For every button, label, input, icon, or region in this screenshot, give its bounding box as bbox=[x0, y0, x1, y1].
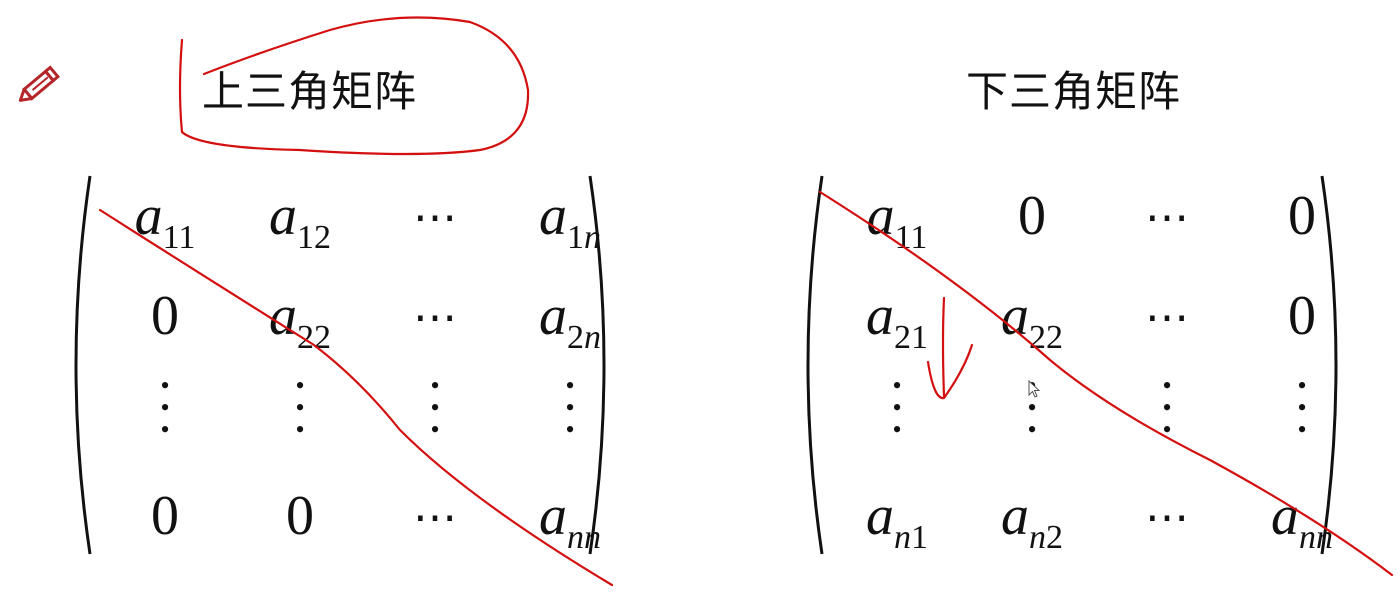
matrix-entry: 0 bbox=[967, 188, 1097, 244]
matrix-entry: a11 bbox=[100, 188, 230, 255]
matrix-entry: ann bbox=[505, 488, 635, 555]
vdots-symbol: ••• bbox=[505, 375, 635, 448]
cdots-symbol: ⋯ bbox=[1102, 488, 1232, 540]
matrix-entry: a22 bbox=[967, 288, 1097, 355]
matrix-entry: ann bbox=[1237, 488, 1367, 555]
matrix-entry: a22 bbox=[235, 288, 365, 355]
mouse-cursor-icon bbox=[1028, 380, 1042, 400]
cdots-symbol: ⋯ bbox=[370, 188, 500, 240]
vdots-symbol: ••• bbox=[100, 375, 230, 448]
matrix-entry: a12 bbox=[235, 188, 365, 255]
lower-triangular-title: 下三角矩阵 bbox=[966, 58, 1181, 119]
cdots-symbol: ⋯ bbox=[370, 488, 500, 540]
cdots-symbol: ⋯ bbox=[370, 288, 500, 340]
matrix-entry: an2 bbox=[967, 488, 1097, 555]
vdots-symbol: ••• bbox=[832, 375, 962, 448]
left-parenthesis bbox=[60, 170, 96, 560]
matrix-entry: a1n bbox=[505, 188, 635, 255]
upper-triangular-title: 上三角矩阵 bbox=[202, 58, 417, 119]
matrix-entry: 0 bbox=[235, 488, 365, 544]
cdots-symbol: ⋯ bbox=[1102, 188, 1232, 240]
matrix-entry: 0 bbox=[1237, 288, 1367, 344]
vdots-symbol: ••• bbox=[235, 375, 365, 448]
left-parenthesis bbox=[792, 170, 828, 560]
matrix-entry: 0 bbox=[100, 288, 230, 344]
upper-triangular-matrix: a11 a12 ⋯ a1n 0 a22 ⋯ a2n • • • • • • • • • • • • 0 0 ⋯ ann bbox=[60, 170, 620, 570]
vdots-symbol: ••• bbox=[370, 375, 500, 448]
pencil-icon[interactable] bbox=[18, 60, 64, 106]
matrix-entry: a21 bbox=[832, 288, 962, 355]
vdots-symbol: ••• bbox=[1102, 375, 1232, 448]
matrix-entry: 0 bbox=[100, 488, 230, 544]
matrix-entry: an1 bbox=[832, 488, 962, 555]
vdots-symbol: ••• bbox=[1237, 375, 1367, 448]
cdots-symbol: ⋯ bbox=[1102, 288, 1232, 340]
matrix-entry: a11 bbox=[832, 188, 962, 255]
matrix-entry: 0 bbox=[1237, 188, 1367, 244]
matrix-entry: a2n bbox=[505, 288, 635, 355]
